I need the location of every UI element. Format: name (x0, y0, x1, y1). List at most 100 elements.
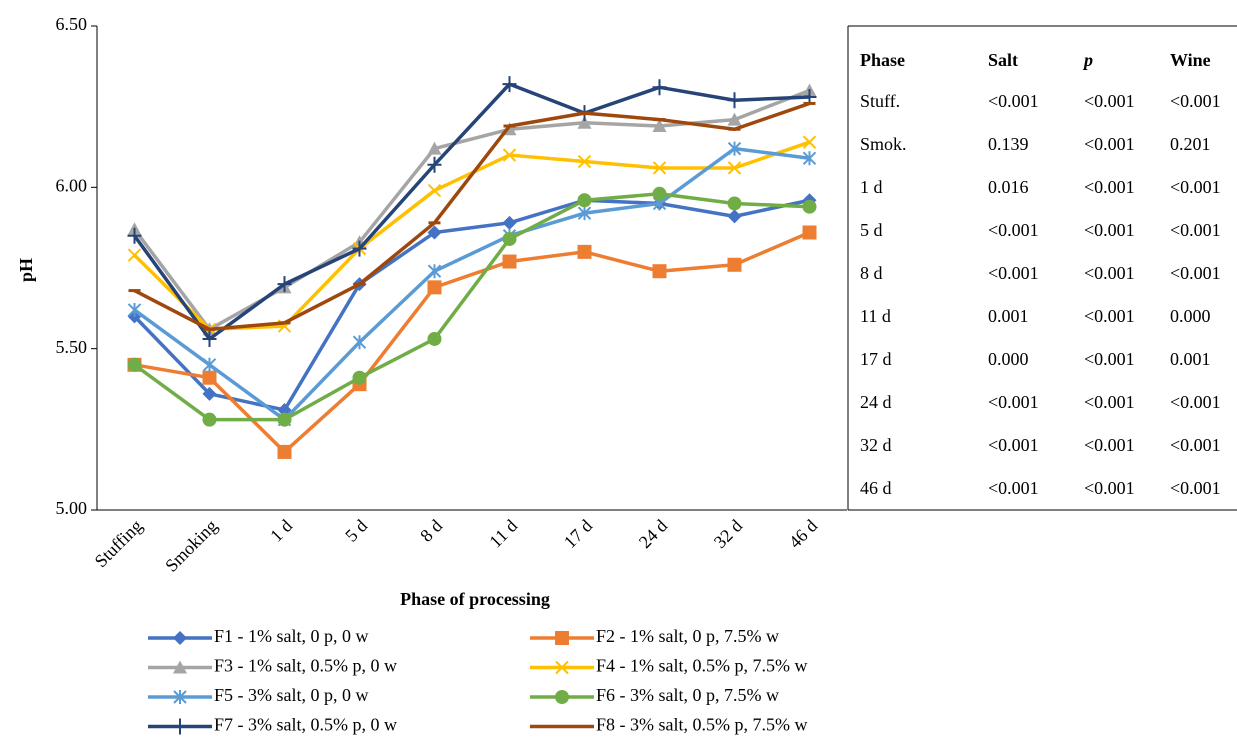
y-tick-label: 5.00 (56, 498, 88, 518)
x-tick-label: Smoking (161, 516, 221, 576)
marker (555, 631, 569, 645)
marker (173, 631, 187, 645)
x-tick-label: 8 d (416, 516, 446, 546)
legend-label: F5 - 3% salt, 0 p, 0 w (214, 685, 369, 705)
marker (502, 231, 517, 246)
x-tick-label: 5 d (341, 516, 371, 546)
marker (202, 370, 217, 385)
table-cell: Stuff. (860, 91, 900, 111)
table-cell: <0.001 (1170, 435, 1221, 455)
x-tick-label: 24 d (635, 516, 671, 552)
marker (202, 330, 217, 347)
x-tick-label: 11 d (485, 516, 521, 552)
marker (202, 386, 217, 401)
y-tick-label: 6.00 (56, 175, 88, 195)
line (133, 101, 811, 332)
marker (352, 370, 367, 385)
y-tick-label: 6.50 (56, 14, 88, 34)
table-cell: 5 d (860, 220, 883, 240)
table-cell: <0.001 (1170, 91, 1221, 111)
legend-label: F7 - 3% salt, 0.5% p, 0 w (214, 715, 397, 735)
marker (802, 199, 817, 214)
y-axis-title: pH (16, 258, 36, 282)
table-cell: <0.001 (1084, 392, 1135, 412)
line (134, 230, 811, 454)
marker (727, 112, 742, 126)
table-cell: <0.001 (988, 220, 1039, 240)
table-cell: 0.016 (988, 177, 1029, 197)
marker (202, 357, 217, 372)
marker (427, 156, 442, 173)
marker (277, 444, 292, 459)
legend-label: F1 - 1% salt, 0 p, 0 w (214, 626, 369, 646)
marker (802, 225, 817, 240)
table-header: Wine (1170, 50, 1211, 70)
table-cell: <0.001 (1170, 392, 1221, 412)
table-cell: <0.001 (1170, 263, 1221, 283)
table-cell: <0.001 (988, 478, 1039, 498)
marker (652, 161, 667, 175)
marker (727, 161, 742, 175)
table-cell: 46 d (860, 478, 892, 498)
marker (427, 264, 442, 279)
x-tick-label: 32 d (710, 516, 746, 552)
table-cell: Smok. (860, 134, 907, 154)
marker (577, 244, 592, 259)
marker (502, 76, 517, 93)
marker (277, 412, 292, 427)
marker (427, 331, 442, 346)
table-cell: <0.001 (988, 91, 1039, 111)
line (133, 140, 811, 332)
marker (427, 225, 442, 240)
line (133, 146, 810, 422)
y-tick-label: 5.50 (56, 337, 88, 357)
marker (727, 209, 742, 224)
table-cell: <0.001 (1084, 349, 1135, 369)
marker (652, 264, 667, 279)
marker (502, 148, 517, 162)
table-cell: 0.201 (1170, 134, 1211, 154)
marker (652, 186, 667, 201)
marker (727, 92, 742, 109)
marker (652, 119, 667, 133)
table-cell: <0.001 (1084, 263, 1135, 283)
marker (727, 141, 742, 156)
table-cell: 0.000 (988, 349, 1029, 369)
table-cell: <0.001 (1084, 91, 1135, 111)
table-cell: <0.001 (988, 435, 1039, 455)
marker (127, 302, 142, 317)
table-cell: <0.001 (1084, 435, 1135, 455)
table-cell: <0.001 (988, 392, 1039, 412)
marker (127, 248, 142, 262)
table-cell: 17 d (860, 349, 892, 369)
marker (352, 240, 367, 257)
table-cell: 0.001 (1170, 349, 1211, 369)
marker (652, 79, 667, 96)
marker (727, 196, 742, 211)
table-cell: 0.001 (988, 306, 1029, 326)
line (133, 82, 810, 341)
marker (577, 193, 592, 208)
marker (577, 115, 592, 129)
marker (127, 227, 142, 244)
table-header: Phase (860, 50, 905, 70)
legend-label: F2 - 1% salt, 0 p, 7.5% w (596, 626, 779, 646)
marker (173, 660, 187, 674)
line (133, 192, 810, 422)
table-cell: <0.001 (1170, 220, 1221, 240)
table-header: p (1082, 50, 1093, 70)
line (133, 198, 810, 412)
x-tick-label: 17 d (560, 516, 596, 552)
marker (727, 257, 742, 272)
table-cell: 11 d (860, 306, 891, 326)
marker (277, 402, 292, 417)
x-tick-label: 1 d (266, 516, 296, 546)
marker (427, 141, 442, 155)
table-cell: <0.001 (1170, 177, 1221, 197)
marker (352, 335, 367, 350)
table-cell: <0.001 (1084, 220, 1135, 240)
marker (802, 151, 817, 166)
marker (427, 183, 442, 198)
table-cell: 8 d (860, 263, 883, 283)
